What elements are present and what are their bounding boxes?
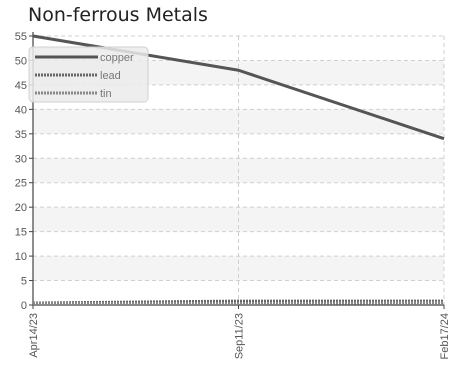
y-tick-label-0: 0: [21, 300, 27, 312]
y-tick-label-50: 50: [15, 55, 27, 67]
y-tick-label-45: 45: [15, 80, 27, 92]
y-tick-label-25: 25: [15, 178, 27, 190]
y-tick-label-5: 5: [21, 276, 27, 288]
y-tick-label-55: 55: [15, 31, 27, 43]
x-axis-ticks: Apr14/23 Sep11/23 Feb17/24: [28, 305, 451, 359]
series-line-lead: [32, 299, 444, 305]
y-tick-label-30: 30: [15, 153, 27, 165]
y-tick-label-20: 20: [15, 202, 27, 214]
x-tick-label-0: Apr14/23: [28, 313, 40, 358]
x-tick-label-2: Feb17/24: [439, 313, 451, 359]
y-tick-label-40: 40: [15, 104, 27, 116]
legend-box: [28, 46, 149, 103]
series-line-tin: [33, 301, 445, 306]
legend-label-tin: tin: [100, 88, 112, 100]
y-tick-label-35: 35: [15, 129, 27, 141]
legend-label-copper: copper: [100, 52, 134, 64]
y-axis-ticks: 0 5 10 15 20 25 30 35 40 45 50 55: [15, 31, 33, 312]
x-tick-label-1: Sep11/23: [234, 313, 246, 359]
chart-title: Non-ferrous Metals: [28, 4, 208, 26]
y-tick-label-10: 10: [15, 251, 27, 263]
legend: copper lead tin: [28, 46, 149, 103]
y-tick-label-15: 15: [15, 227, 27, 239]
legend-label-lead: lead: [100, 70, 121, 82]
